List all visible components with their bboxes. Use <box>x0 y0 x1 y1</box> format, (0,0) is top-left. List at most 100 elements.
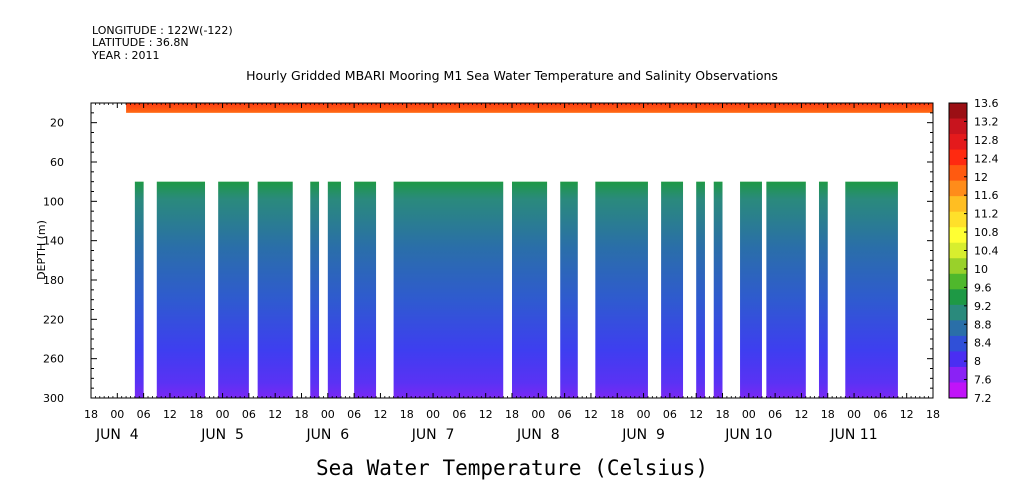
colorbar-swatch <box>949 242 967 259</box>
y-axis-label: DEPTH (m) <box>35 220 48 280</box>
data-segment-3 <box>218 181 249 398</box>
x-hour-label: 18 <box>400 408 414 421</box>
x-hour-label: 18 <box>505 408 519 421</box>
data-segment-17 <box>818 181 828 398</box>
data-segment-8 <box>393 181 504 398</box>
x-hour-label: 18 <box>716 408 730 421</box>
colorbar-label: 10.8 <box>974 226 999 239</box>
x-day-label: JUN 11 <box>830 427 878 443</box>
x-hour-label: 00 <box>321 408 335 421</box>
colorbar-swatch <box>949 149 967 166</box>
data-segment-18 <box>845 181 898 398</box>
colorbar-swatch <box>949 382 967 399</box>
surface-layer <box>126 103 934 113</box>
x-hour-label: 00 <box>742 408 756 421</box>
colorbar-label: 11.6 <box>974 189 999 202</box>
colorbar-swatch <box>949 335 967 352</box>
data-segment-14 <box>713 181 723 398</box>
data-segment-9 <box>512 181 548 398</box>
colorbar-swatch <box>949 258 967 275</box>
x-hour-label: 06 <box>242 408 256 421</box>
x-hour-label: 06 <box>873 408 887 421</box>
x-hour-label: 18 <box>84 408 98 421</box>
colorbar-label: 11.2 <box>974 208 999 221</box>
colorbar-label: 12.4 <box>974 152 999 165</box>
colorbar-label: 10 <box>974 263 988 276</box>
data-segment-6 <box>327 181 341 398</box>
data-segment-7 <box>354 181 377 398</box>
x-hour-label: 06 <box>558 408 572 421</box>
x-day-label: JUN 9 <box>621 427 665 443</box>
x-hour-label: 00 <box>531 408 545 421</box>
y-tick-label: 180 <box>43 274 64 287</box>
y-axis: 20 60 100 140 180 220 260 300 <box>43 112 933 405</box>
colorbar-swatch <box>949 273 967 290</box>
data-segment-1 <box>134 181 144 398</box>
y-tick-label: 260 <box>43 353 64 366</box>
data-segment-4 <box>257 181 293 398</box>
colorbar-label: 9.2 <box>974 300 992 313</box>
colorbar-swatch <box>949 289 967 306</box>
year-text: YEAR : 2011 <box>91 49 160 62</box>
data-segment-12 <box>661 181 684 398</box>
y-tick-label: 20 <box>50 117 64 130</box>
colorbar-label: 8.4 <box>974 337 992 350</box>
colorbar-swatch <box>949 351 967 368</box>
data-segment-15 <box>740 181 762 398</box>
x-hour-label: 06 <box>452 408 466 421</box>
x-hour-label: 12 <box>163 408 177 421</box>
colorbar-swatch <box>949 320 967 337</box>
x-hour-label: 12 <box>689 408 703 421</box>
x-day-label: JUN 10 <box>724 427 772 443</box>
x-hour-label: 18 <box>189 408 203 421</box>
data-segment-5 <box>310 181 320 398</box>
colorbar-swatch <box>949 227 967 244</box>
x-hour-label: 00 <box>216 408 230 421</box>
x-hour-label: 06 <box>663 408 677 421</box>
x-hour-label: 18 <box>610 408 624 421</box>
y-tick-label: 60 <box>50 156 64 169</box>
x-hour-label: 06 <box>137 408 151 421</box>
data-segment-13 <box>696 181 705 398</box>
data-segment-2 <box>156 181 206 398</box>
x-day-label: JUN 5 <box>200 427 244 443</box>
colorbar: 13.6 13.2 12.8 12.4 12 11.6 11.2 10.8 10.4 10 9.6 9… <box>948 97 999 405</box>
data-segment-16 <box>766 181 806 398</box>
x-hour-label: 12 <box>794 408 808 421</box>
x-axis: 18 00 06 12 18 00 06 12 18 00 06 12 18 00 06 12 18 00 06 12… <box>84 103 940 443</box>
colorbar-label: 9.6 <box>974 281 992 294</box>
x-hour-label: 12 <box>900 408 914 421</box>
x-day-label: JUN 8 <box>516 427 560 443</box>
x-hour-label: 06 <box>347 408 361 421</box>
colorbar-swatch <box>949 211 967 228</box>
colorbar-label: 7.2 <box>974 392 992 405</box>
longitude-text: LONGITUDE : 122W(-122) <box>92 24 233 37</box>
y-tick-label: 300 <box>43 392 64 405</box>
colorbar-swatch <box>949 366 967 383</box>
y-tick-label: 140 <box>43 235 64 248</box>
latitude-text: LATITUDE : 36.8N <box>92 36 189 49</box>
x-hour-label: 18 <box>821 408 835 421</box>
data-segment-11 <box>595 181 648 398</box>
x-day-label: JUN 7 <box>411 427 455 443</box>
x-hour-label: 00 <box>847 408 861 421</box>
colorbar-swatch <box>949 134 967 151</box>
x-hour-label: 12 <box>584 408 598 421</box>
chart-title: Hourly Gridded MBARI Mooring M1 Sea Wate… <box>246 68 778 83</box>
x-hour-label: 12 <box>373 408 387 421</box>
colorbar-swatch <box>949 180 967 197</box>
y-tick-label: 220 <box>43 313 64 326</box>
colorbar-label: 7.6 <box>974 374 992 387</box>
colorbar-swatch <box>949 304 967 321</box>
variable-label: Sea Water Temperature (Celsius) <box>316 456 708 480</box>
colorbar-label: 8.8 <box>974 318 992 331</box>
x-hour-label: 06 <box>768 408 782 421</box>
y-tick-label: 100 <box>43 195 64 208</box>
x-hour-label: 12 <box>268 408 282 421</box>
colorbar-label: 12 <box>974 171 988 184</box>
x-hour-label: 00 <box>110 408 124 421</box>
colorbar-label: 13.6 <box>974 97 999 110</box>
colorbar-label: 12.8 <box>974 134 999 147</box>
data-segment-10 <box>560 181 578 398</box>
